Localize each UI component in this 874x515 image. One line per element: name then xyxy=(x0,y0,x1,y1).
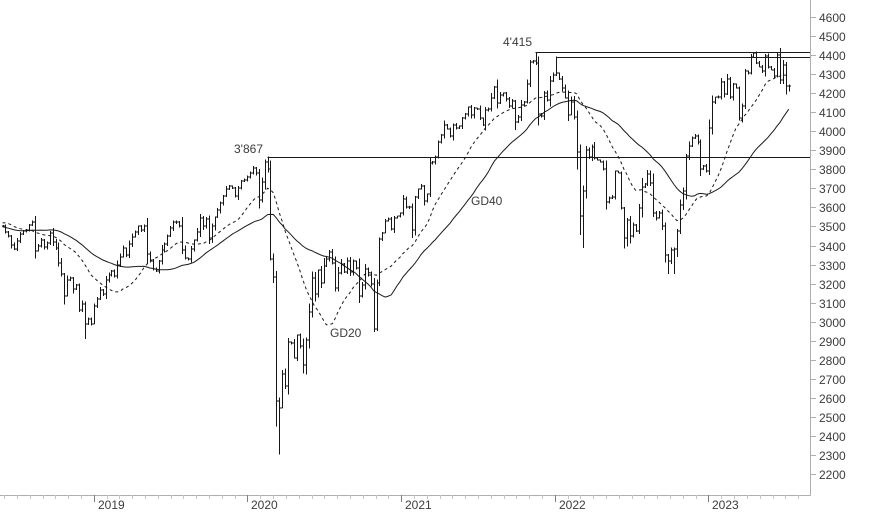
x-axis-year-label: 2021 xyxy=(405,498,432,512)
annotation-3867-label: 3'867 xyxy=(234,142,263,156)
x-axis-year-label: 2019 xyxy=(98,498,125,512)
y-axis-label: 3800 xyxy=(819,163,846,177)
ma-gd20-line xyxy=(2,74,789,326)
y-axis-label: 4500 xyxy=(819,30,846,44)
level-lines xyxy=(267,52,810,158)
axes xyxy=(0,0,811,496)
y-axis-label: 4000 xyxy=(819,125,846,139)
y-axis-label: 3200 xyxy=(819,278,846,292)
y-axis-label: 4300 xyxy=(819,68,846,82)
y-axis-label: 2500 xyxy=(819,411,846,425)
y-axis-label: 2300 xyxy=(819,449,846,463)
y-axis-label: 3000 xyxy=(819,316,846,330)
y-axis-label: 4100 xyxy=(819,106,846,120)
ohlc-bars xyxy=(2,48,791,455)
x-axis-year-label: 2023 xyxy=(712,498,739,512)
y-axis-label: 4600 xyxy=(819,11,846,25)
y-axis-label: 3900 xyxy=(819,144,846,158)
annotation-4415-label: 4'415 xyxy=(503,35,532,49)
x-axis-year-label: 2020 xyxy=(251,498,278,512)
x-axis-ticks: 2019 2020 2021 2022 2023 xyxy=(4,495,799,512)
y-axis-label: 3400 xyxy=(819,240,846,254)
price-bars xyxy=(2,48,791,455)
y-axis-label: 2400 xyxy=(819,430,846,444)
y-axis-label: 2600 xyxy=(819,392,846,406)
y-axis-label: 3500 xyxy=(819,220,846,234)
y-axis-label: 2800 xyxy=(819,354,846,368)
y-axis-label: 2700 xyxy=(819,373,846,387)
y-axis-ticks: 4600 4500 4400 4300 4200 4100 4000 3900 3800 3700… xyxy=(810,11,846,482)
y-axis-label: 2200 xyxy=(819,468,846,482)
y-axis-label: 2900 xyxy=(819,335,846,349)
y-axis-label: 3300 xyxy=(819,259,846,273)
annotation-gd20-label: GD20 xyxy=(330,326,362,340)
annotation-gd40-label: GD40 xyxy=(471,194,503,208)
y-axis-label: 4200 xyxy=(819,87,846,101)
ma-gd40-line xyxy=(2,99,790,298)
y-axis-label: 3600 xyxy=(819,201,846,215)
y-axis-label: 3100 xyxy=(819,297,846,311)
y-axis-label: 3700 xyxy=(819,182,846,196)
y-axis-label: 4400 xyxy=(819,49,846,63)
x-axis-year-label: 2022 xyxy=(559,498,586,512)
moving-average-lines xyxy=(2,74,790,326)
